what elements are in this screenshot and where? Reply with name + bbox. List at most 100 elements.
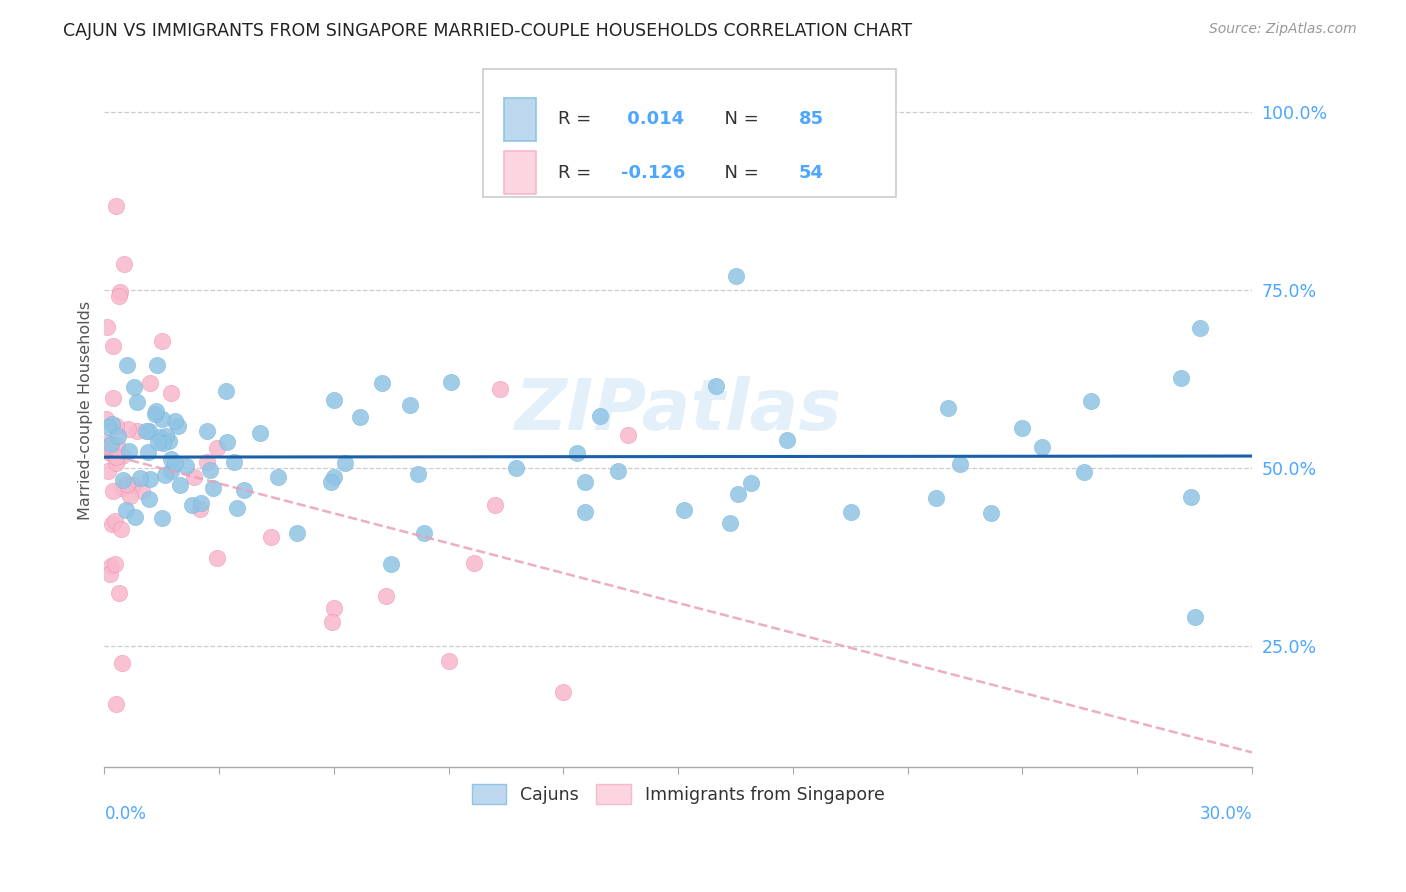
Point — [924, 491, 946, 505]
Point — [249, 425, 271, 440]
Point — [143, 407, 166, 421]
Point — [565, 446, 588, 460]
Point — [412, 526, 434, 541]
Text: -0.126: -0.126 — [621, 163, 685, 182]
Point — [104, 558, 127, 572]
Text: N =: N = — [713, 163, 763, 182]
Point — [484, 498, 506, 512]
Point — [165, 414, 187, 428]
Point — [101, 483, 124, 498]
Point — [155, 429, 177, 443]
Point — [553, 685, 575, 699]
Text: 0.0%: 0.0% — [104, 805, 146, 823]
Point — [104, 514, 127, 528]
Point — [157, 434, 180, 448]
Point — [1170, 371, 1192, 385]
Point — [174, 458, 197, 473]
Point — [349, 409, 371, 424]
Point — [202, 481, 225, 495]
Point — [1073, 465, 1095, 479]
Point — [105, 450, 128, 465]
Point — [105, 438, 128, 452]
Point — [718, 516, 741, 531]
Point — [115, 503, 138, 517]
Point — [100, 417, 122, 432]
Y-axis label: Married-couple Households: Married-couple Households — [79, 301, 93, 520]
Point — [207, 551, 229, 566]
Point — [104, 419, 127, 434]
Point — [146, 435, 169, 450]
Point — [96, 412, 118, 426]
Point — [107, 429, 129, 443]
Point — [138, 425, 160, 439]
Point — [165, 456, 187, 470]
Point — [101, 391, 124, 405]
Point — [97, 445, 120, 459]
Point — [574, 475, 596, 489]
Point — [727, 487, 749, 501]
Point — [150, 411, 173, 425]
Point — [1031, 441, 1053, 455]
Point — [139, 472, 162, 486]
Text: N =: N = — [713, 111, 763, 128]
Point — [146, 359, 169, 373]
Point — [124, 509, 146, 524]
Point — [110, 522, 132, 536]
Point — [589, 409, 612, 423]
Point — [138, 491, 160, 506]
Point — [100, 437, 122, 451]
Point — [980, 507, 1002, 521]
Point — [136, 445, 159, 459]
Point — [100, 558, 122, 573]
Point — [374, 589, 396, 603]
Point — [1080, 394, 1102, 409]
Point — [118, 489, 141, 503]
FancyBboxPatch shape — [503, 151, 536, 194]
Point — [505, 461, 527, 475]
Point — [105, 456, 128, 470]
Legend: Cajuns, Immigrants from Singapore: Cajuns, Immigrants from Singapore — [464, 777, 891, 811]
Point — [117, 421, 139, 435]
Point — [222, 455, 245, 469]
Point — [724, 268, 747, 283]
Point — [112, 257, 135, 271]
Point — [267, 470, 290, 484]
Text: R =: R = — [558, 111, 596, 128]
Point — [574, 505, 596, 519]
Point — [125, 395, 148, 409]
Text: R =: R = — [558, 163, 596, 182]
Point — [145, 403, 167, 417]
Point — [195, 424, 218, 438]
Point — [127, 424, 149, 438]
Point — [139, 376, 162, 390]
Point — [104, 697, 127, 711]
Point — [319, 475, 342, 489]
Point — [183, 470, 205, 484]
Point — [148, 430, 170, 444]
Point — [150, 510, 173, 524]
Point — [380, 558, 402, 572]
Point — [226, 501, 249, 516]
Point — [131, 483, 153, 498]
Point — [190, 496, 212, 510]
Point — [437, 654, 460, 668]
Point — [98, 566, 121, 581]
Point — [1180, 490, 1202, 504]
Text: ZIPatlas: ZIPatlas — [515, 376, 842, 445]
Point — [1188, 321, 1211, 335]
Point — [122, 478, 145, 492]
Point — [217, 434, 239, 449]
Point — [188, 502, 211, 516]
Point — [704, 378, 727, 392]
Point — [322, 601, 344, 615]
Point — [606, 464, 628, 478]
Point — [160, 386, 183, 401]
Point — [107, 289, 129, 303]
Point — [259, 530, 281, 544]
Text: CAJUN VS IMMIGRANTS FROM SINGAPORE MARRIED-COUPLE HOUSEHOLDS CORRELATION CHART: CAJUN VS IMMIGRANTS FROM SINGAPORE MARRI… — [63, 22, 912, 40]
Point — [617, 428, 640, 442]
Text: 54: 54 — [799, 163, 824, 182]
Point — [408, 467, 430, 481]
Text: Source: ZipAtlas.com: Source: ZipAtlas.com — [1209, 22, 1357, 37]
Point — [108, 285, 131, 299]
